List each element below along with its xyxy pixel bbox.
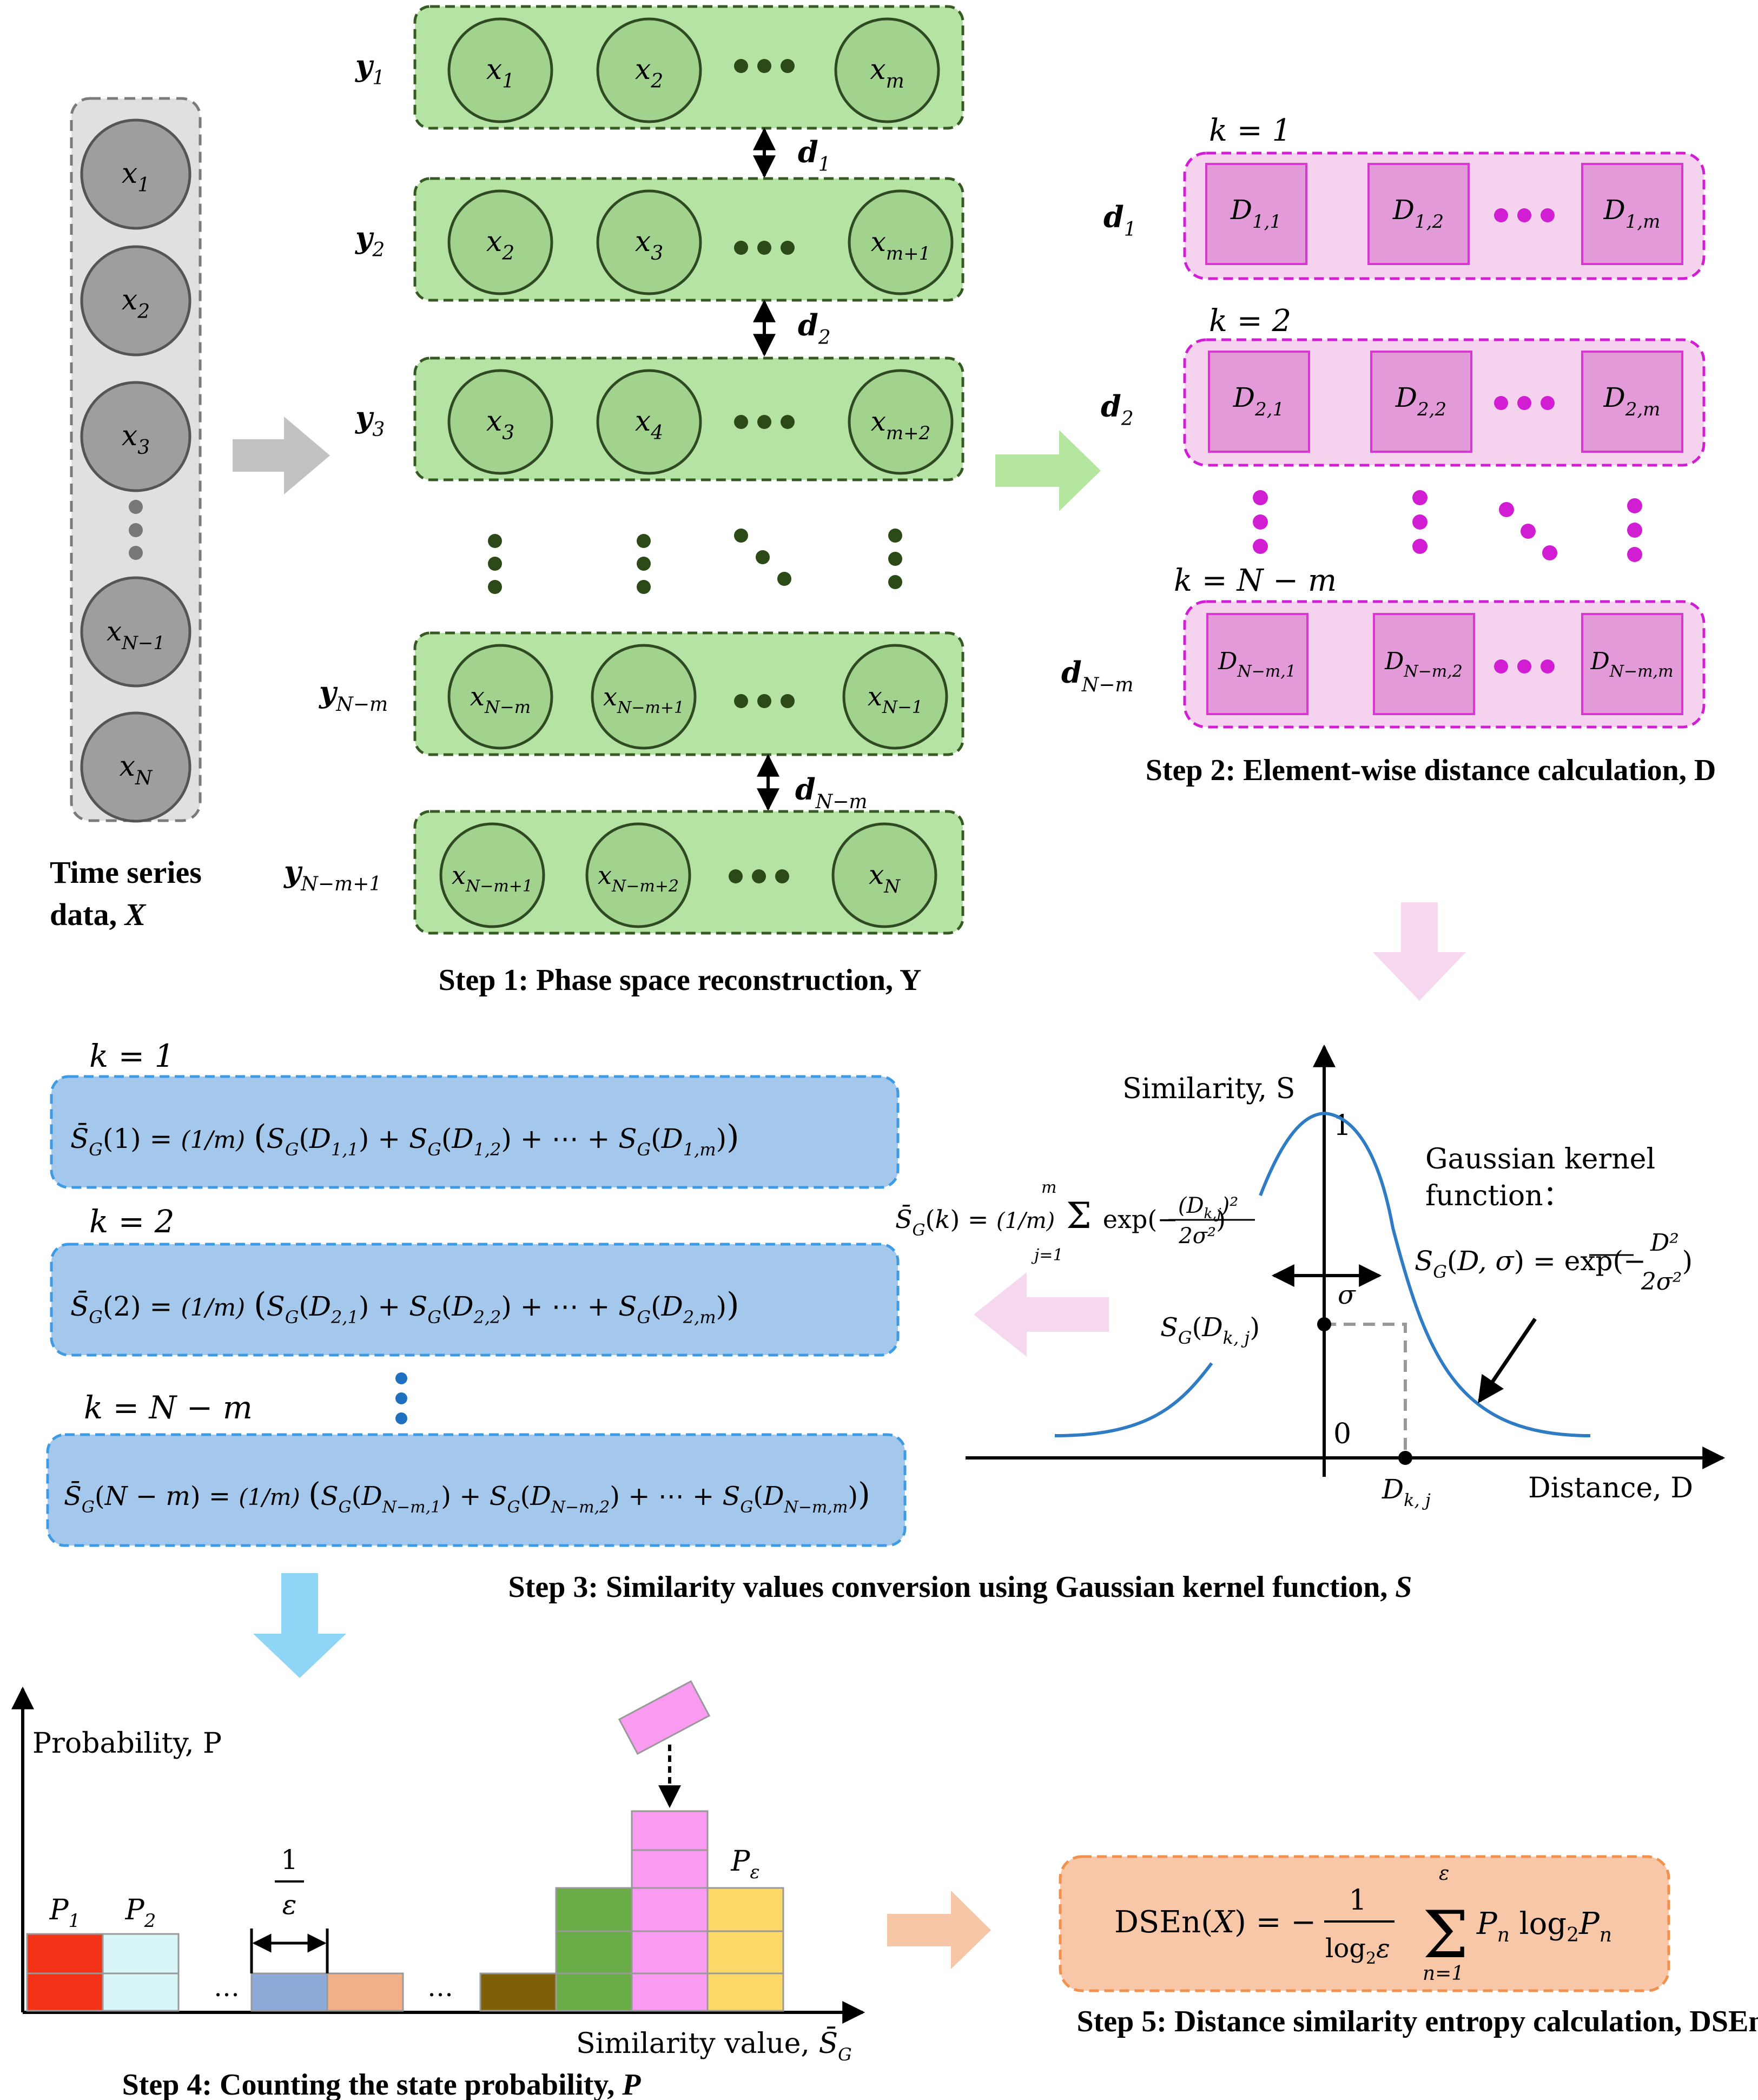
step3-k-2: k = 2: [89, 1203, 175, 1240]
step2-row-label-2: d2: [1101, 389, 1134, 430]
kernel-point-label: SG(Dk, j): [1160, 1312, 1260, 1348]
phase-row-label-4: yN−m: [319, 675, 388, 716]
phase-row-1: y1 x1 x2 xm: [355, 5, 964, 130]
bar-p1: [26, 1933, 104, 2012]
gaussian-curve: [1054, 1111, 1591, 1437]
phase-row-5: yN−m+1 xN−m+1 xN−m+2 xN: [283, 810, 964, 935]
series-circle-2: x2: [80, 245, 191, 356]
bar-p2: [102, 1933, 180, 2012]
sigma-label: σ: [1338, 1280, 1356, 1310]
similarity-formula-1: S̄G(1) = (1/m) (SG(D1,1) + SG(D1,2) + ⋯ …: [70, 1118, 739, 1160]
series-circle-n: xN: [80, 711, 191, 823]
bar-blue: [250, 1972, 328, 2012]
arrow-to-step1: [233, 417, 330, 494]
arrow-to-step3-graph: [1373, 902, 1466, 1001]
series-caption-1: Time series: [50, 855, 202, 890]
phase-ellipsis: [488, 529, 902, 594]
bar-green: [555, 1887, 633, 2012]
phase-row-3: y3 x3 x4 xm+2: [355, 356, 964, 481]
step2-row-label-1: d1: [1103, 200, 1136, 241]
ellipsis-2: …: [427, 1972, 453, 2003]
gaussian-y-zero: 0: [1333, 1418, 1351, 1450]
gaussian-y-label: Similarity, S: [1122, 1073, 1295, 1105]
arrow-to-step2: [995, 430, 1101, 511]
step5-group: DSEn(X) = − 1 log2ε Σ ε n=1 Pn log2Pn: [1059, 1855, 1670, 1992]
bar-olive: [479, 1972, 557, 2012]
svg-text:1: 1: [1349, 1884, 1366, 1917]
histogram: Probability, P Similarity value, S̄G P1 …: [11, 1680, 865, 2065]
phase-row-4: yN−m xN−m xN−m+1 xN−1: [319, 631, 964, 756]
svg-text:j=1: j=1: [1031, 1246, 1063, 1265]
distance-point: [1398, 1451, 1412, 1465]
step2-k-3: k = N − m: [1174, 563, 1337, 598]
entropy-formula-box: [1059, 1855, 1670, 1992]
phase-row-label-1: y1: [355, 48, 385, 89]
phase-row-label-5: yN−m+1: [283, 854, 381, 895]
distance-label-1: d1: [798, 135, 831, 176]
bar-label-p1: P1: [49, 1894, 81, 1932]
arrow-to-step4: [253, 1573, 346, 1678]
series-circle-1: x1: [80, 118, 191, 230]
kernel-title-1: Gaussian kernel: [1425, 1143, 1655, 1176]
kernel-formula: SG(D, σ) = exp(−D² 2σ²): [1415, 1229, 1693, 1296]
bar-label-p-epsilon: Pε: [730, 1845, 759, 1883]
kernel-title-2: function：: [1425, 1180, 1571, 1212]
bar-salmon: [326, 1972, 404, 2012]
bar-label-p2: P2: [125, 1894, 156, 1932]
step3-formulas: k = 1 S̄G(1) = (1/m) (SG(D1,1) + SG(D1,2…: [46, 1038, 907, 1547]
svg-text:n=1: n=1: [1423, 1963, 1464, 1985]
similarity-formula-2: S̄G(2) = (1/m) (SG(D2,1) + SG(D2,2) + ⋯ …: [70, 1286, 739, 1328]
svg-text:ε: ε: [1439, 1863, 1449, 1885]
gaussian-x-label: Distance, D: [1528, 1472, 1693, 1504]
svg-text:m: m: [1041, 1178, 1056, 1197]
distance-ellipsis: [1253, 490, 1642, 562]
distance-label-2: d2: [798, 308, 831, 349]
step3-k-1: k = 1: [89, 1038, 175, 1074]
similarity-box-1: [50, 1075, 900, 1189]
step2-k-1: k = 1: [1209, 113, 1291, 148]
step2-caption: Step 2: Element-wise distance calculatio…: [1146, 754, 1716, 787]
phase-row-2: y2 x2 x3 xm+1: [355, 177, 964, 302]
step4-caption: Step 4: Counting the state probability, …: [122, 2068, 642, 2100]
step2-k-2: k = 2: [1209, 303, 1291, 339]
distance-tick-label: Dk, j: [1382, 1474, 1431, 1510]
series-circle-3: x3: [80, 381, 191, 492]
svg-text:Σ: Σ: [1423, 1898, 1469, 1973]
step2-row-label-3: dN−m: [1061, 655, 1134, 696]
histogram-x-label: Similarity value, S̄G: [576, 2027, 852, 2065]
similarity-ellipsis: [395, 1372, 407, 1424]
similarity-box-3: [46, 1433, 907, 1547]
arrow-to-step5: [887, 1891, 991, 1969]
series-caption-2: data, X: [50, 897, 147, 932]
distance-label-3: dN−m: [795, 772, 868, 813]
time-series-column: x1 x2 x3 xN−1 xN Time series data, X: [50, 97, 202, 932]
svg-text:log2ε: log2ε: [1325, 1933, 1390, 1968]
kernel-point: [1317, 1317, 1331, 1331]
width-label-den: ε: [282, 1889, 297, 1920]
histogram-y-label: Probability, P: [32, 1727, 222, 1760]
similarity-formula-3: S̄G(N − m) = (1/m) (SG(DN−m,1) + SG(DN−m…: [64, 1476, 870, 1517]
step5-caption: Step 5: Distance similarity entropy calc…: [1077, 2005, 1758, 2038]
step2-group: k = 1 d1 D1,1 D1,2 D1,m k = 2 d2 D2,1 D2…: [1061, 113, 1716, 787]
similarity-box-2: [50, 1243, 900, 1357]
step3-caption: Step 3: Similarity values conversion usi…: [508, 1570, 1412, 1604]
step1-group: y1 x1 x2 xm d1 y2 x2 x3 xm+1 d2: [283, 5, 964, 997]
phase-row-label-2: y2: [355, 220, 385, 261]
arrow-to-step3-formulas: [974, 1272, 1109, 1357]
phase-row-label-3: y3: [355, 400, 385, 441]
bar-p-epsilon: [706, 1887, 784, 2012]
series-ellipsis: [129, 500, 143, 560]
step3-k-3: k = N − m: [84, 1389, 253, 1426]
ellipsis-1: …: [214, 1972, 240, 2003]
entropy-formula: DSEn(X) = −: [1114, 1905, 1316, 1940]
width-label-num: 1: [281, 1844, 298, 1876]
falling-block: [618, 1680, 711, 1755]
bar-pink: [631, 1810, 709, 2012]
svg-text:Pn log2Pn: Pn log2Pn: [1476, 1906, 1612, 1946]
series-circle-n-1: xN−1: [80, 576, 191, 688]
step1-caption: Step 1: Phase space reconstruction, Y: [439, 963, 922, 997]
